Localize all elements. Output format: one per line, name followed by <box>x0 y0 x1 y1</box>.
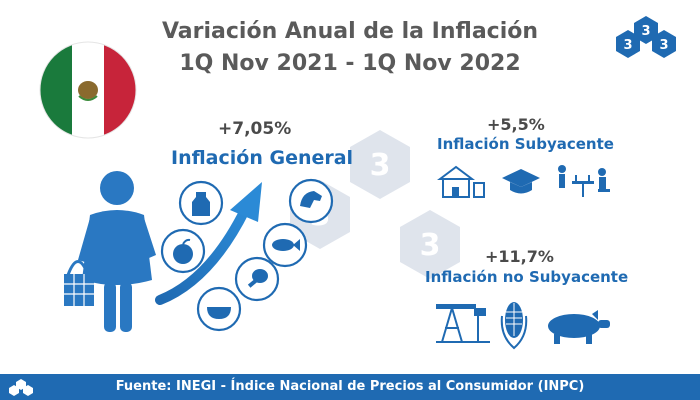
milk-icon <box>178 180 224 226</box>
apple-icon <box>160 228 206 274</box>
page-subtitle: 1Q Nov 2021 - 1Q Nov 2022 <box>179 51 521 76</box>
mexico-flag-icon <box>39 41 137 139</box>
svg-text:3: 3 <box>370 148 391 183</box>
corn-icon <box>500 302 528 350</box>
svg-text:3: 3 <box>623 38 632 53</box>
woman-shopping-icon <box>64 171 156 332</box>
footer-bar: Fuente: INEGI - Índice Nacional de Preci… <box>0 374 700 400</box>
svg-text:3: 3 <box>420 228 441 263</box>
general-percent: +7,05% <box>218 119 292 139</box>
pig-icon <box>548 310 610 344</box>
general-label: Inflación General <box>171 147 354 169</box>
subyacente-label: Inflación Subyacente <box>437 135 614 153</box>
oil-pump-icon <box>436 304 490 343</box>
footer-logo-icon <box>9 379 33 396</box>
source-text: Fuente: INEGI - Índice Nacional de Preci… <box>115 379 585 394</box>
house-icon <box>437 165 485 198</box>
fish-icon <box>262 222 308 268</box>
no-subyacente-label: Inflación no Subyacente <box>425 268 629 286</box>
horse-icon <box>288 178 334 224</box>
dining-people-icon <box>558 165 610 197</box>
trend-arrow-icon <box>155 182 262 305</box>
svg-text:3: 3 <box>659 38 668 53</box>
chicken-leg-icon <box>234 256 280 302</box>
page-title: Variación Anual de la Inflación <box>161 19 539 44</box>
graduation-cap-icon <box>502 169 540 194</box>
subyacente-percent: +5,5% <box>487 115 545 134</box>
no-subyacente-percent: +11,7% <box>485 247 554 266</box>
brand-logo-icon: 3 3 3 <box>616 16 676 58</box>
bowl-icon <box>196 286 242 332</box>
svg-text:3: 3 <box>641 24 650 39</box>
